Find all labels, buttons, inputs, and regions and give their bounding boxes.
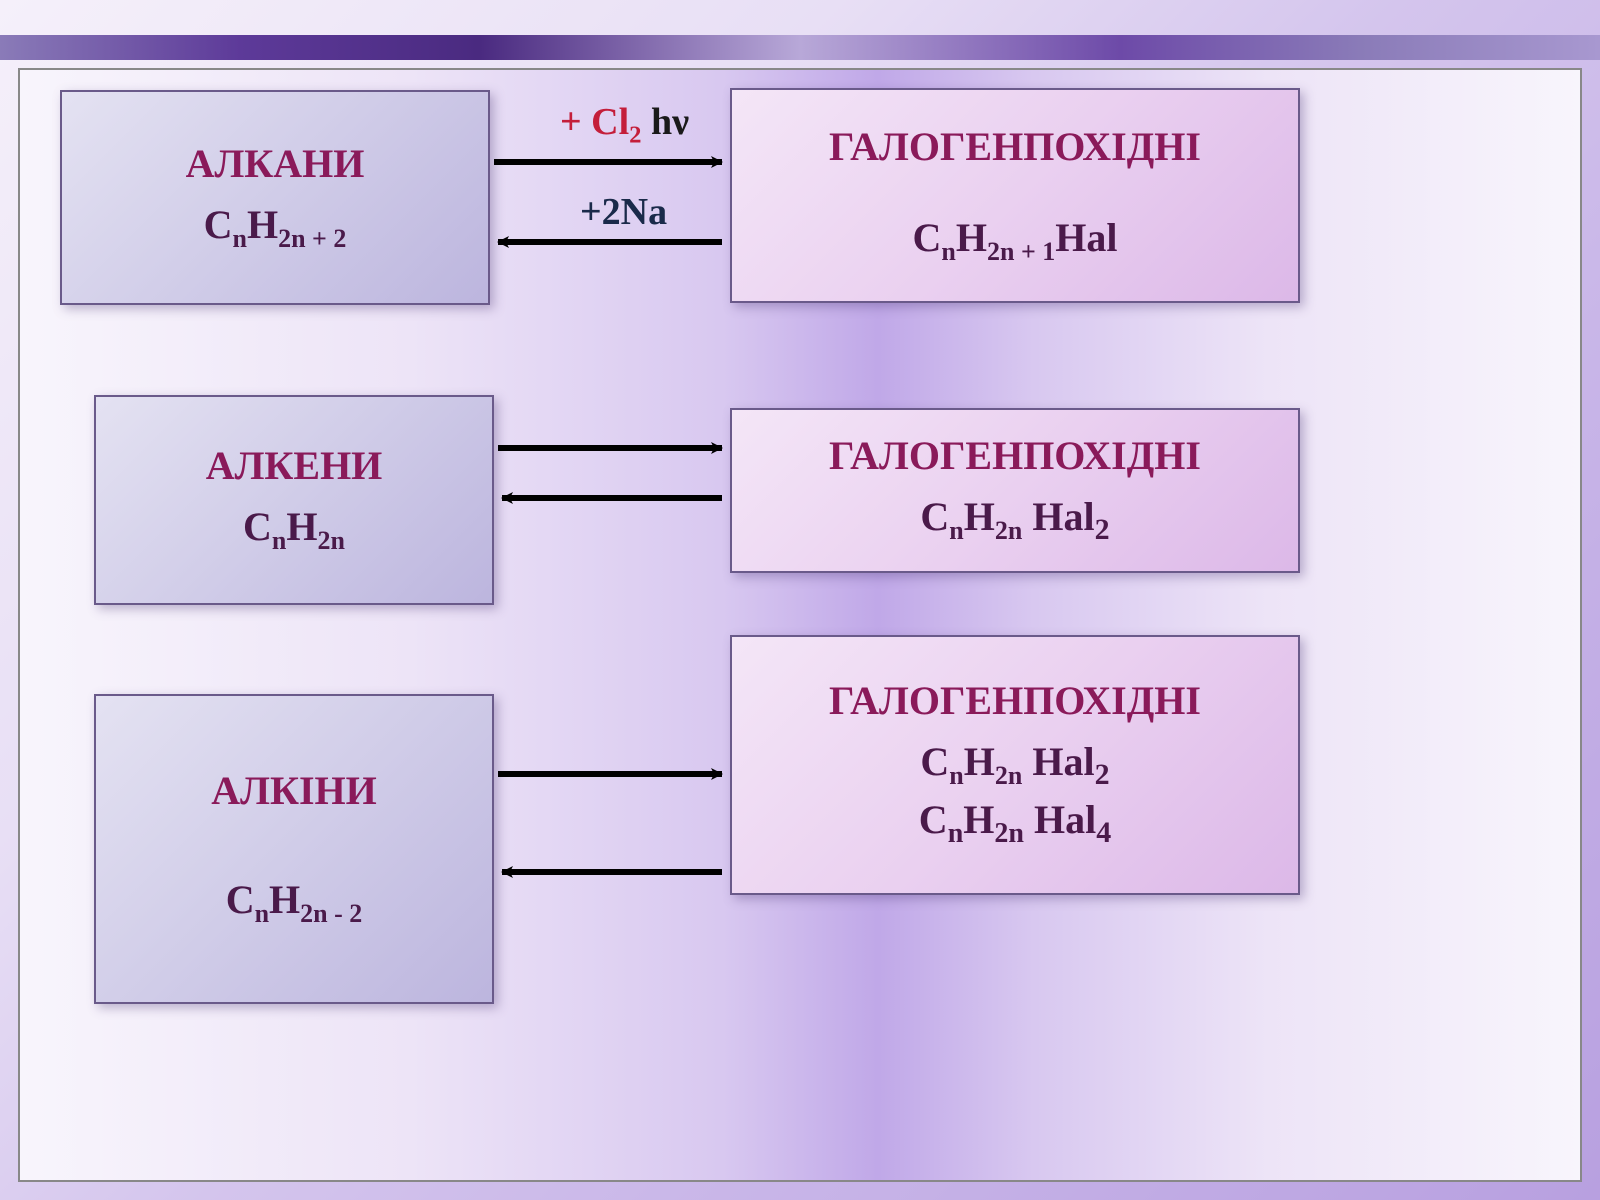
title-alkenes: АЛКЕНИ <box>206 442 383 489</box>
title-haloalkenes: ГАЛОГЕНПОХІДНІ <box>829 432 1201 479</box>
label-hv: hν <box>642 101 690 143</box>
formula-haloalkynes-2: CnH2n Hal4 <box>919 794 1111 852</box>
label-2na: +2Na <box>580 190 667 234</box>
box-alkenes: АЛКЕНИ CnH2n <box>94 395 494 605</box>
title-alkanes: АЛКАНИ <box>186 140 365 187</box>
box-haloalkynes: ГАЛОГЕНПОХІДНІ CnH2n Hal2 CnH2n Hal4 <box>730 635 1300 895</box>
top-decorative-band <box>0 35 1600 60</box>
title-haloalkanes: ГАЛОГЕНПОХІДНІ <box>829 123 1201 170</box>
title-haloalkynes: ГАЛОГЕНПОХІДНІ <box>829 677 1201 724</box>
title-alkynes: АЛКІНИ <box>211 767 377 814</box>
formula-haloalkynes-1: CnH2n Hal2 <box>920 736 1109 794</box>
label-plus-cl2: + Cl2 <box>560 101 642 143</box>
slide-frame: АЛКАНИ CnH2n + 2 ГАЛОГЕНПОХІДНІ CnH2n + … <box>18 68 1582 1182</box>
formula-haloalkenes: CnH2n Hal2 <box>920 491 1109 549</box>
formula-alkanes: CnH2n + 2 <box>204 199 347 256</box>
formula-haloalkanes: CnH2n + 1Hal <box>913 212 1118 269</box>
formula-alkynes: CnH2n - 2 <box>226 874 363 931</box>
box-haloalkenes: ГАЛОГЕНПОХІДНІ CnH2n Hal2 <box>730 408 1300 573</box>
label-cl2-hv: + Cl2 hν <box>560 100 689 150</box>
box-alkynes: АЛКІНИ CnH2n - 2 <box>94 694 494 1004</box>
formula-alkenes: CnH2n <box>243 501 345 558</box>
box-alkanes: АЛКАНИ CnH2n + 2 <box>60 90 490 305</box>
box-haloalkanes: ГАЛОГЕНПОХІДНІ CnH2n + 1Hal <box>730 88 1300 303</box>
